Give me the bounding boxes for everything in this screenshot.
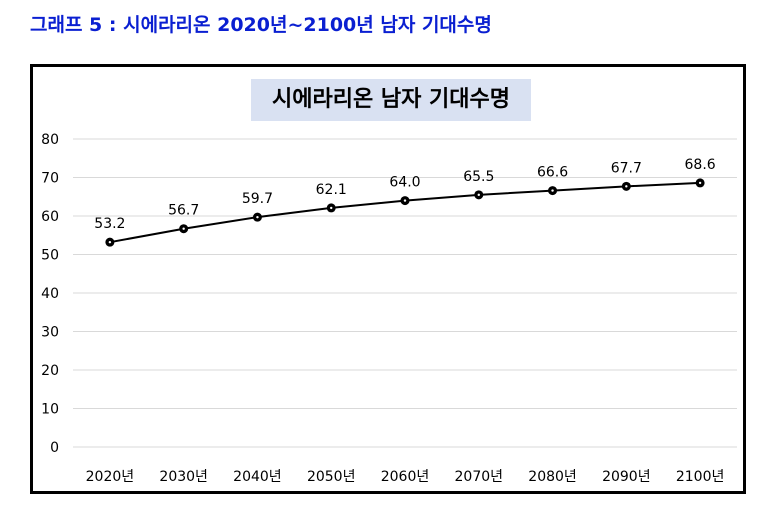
data-point-center (256, 215, 259, 219)
y-tick-label: 70 (41, 171, 59, 187)
x-tick-label: 2070년 (455, 469, 504, 485)
data-point-center (182, 227, 185, 230)
x-tick-label: 2020년 (86, 469, 135, 485)
y-tick-label: 50 (41, 248, 59, 264)
x-tick-label: 2040년 (233, 469, 282, 485)
data-point-center (403, 199, 407, 202)
x-tick-label: 2030년 (159, 469, 208, 485)
x-tick-label: 2060년 (381, 469, 430, 485)
data-label: 64.0 (389, 175, 420, 191)
data-label: 66.6 (537, 165, 568, 181)
data-point-center (477, 193, 480, 197)
x-tick-label: 2050년 (307, 469, 356, 485)
data-point-center (330, 206, 333, 210)
line-chart: 0 10 20 30 40 50 60 70 80 2020년 2030년 2040년 2050년 206… (41, 132, 737, 485)
y-tick-label: 30 (41, 325, 59, 341)
y-tick-label: 10 (41, 402, 59, 418)
x-tick-label: 2100년 (676, 469, 725, 485)
data-point-center (108, 240, 112, 244)
data-label: 56.7 (168, 203, 199, 219)
data-label: 53.2 (94, 216, 125, 232)
chart-frame: 시에라리온 남자 기대수명 0 10 20 30 40 50 60 70 80 2020년 2030… (30, 64, 746, 494)
data-point-center (625, 185, 628, 188)
figure-caption: 그래프 5 : 시에라리온 2020년~2100년 남자 기대수명 (30, 14, 492, 36)
y-tick-label: 80 (41, 132, 59, 148)
data-label: 68.6 (685, 157, 716, 173)
data-point-center (698, 181, 702, 185)
y-tick-label: 0 (50, 440, 59, 456)
x-tick-label: 2080년 (528, 469, 577, 485)
y-tick-label: 60 (41, 209, 59, 225)
x-tick-label: 2090년 (602, 469, 651, 485)
y-tick-label: 20 (41, 363, 59, 379)
data-label: 65.5 (463, 169, 494, 185)
data-label: 59.7 (242, 191, 273, 207)
data-point-center (551, 189, 554, 192)
data-label: 67.7 (611, 160, 642, 176)
data-label: 62.1 (316, 182, 347, 198)
y-tick-label: 40 (41, 286, 59, 302)
chart-title: 시에라리온 남자 기대수명 (251, 79, 531, 121)
